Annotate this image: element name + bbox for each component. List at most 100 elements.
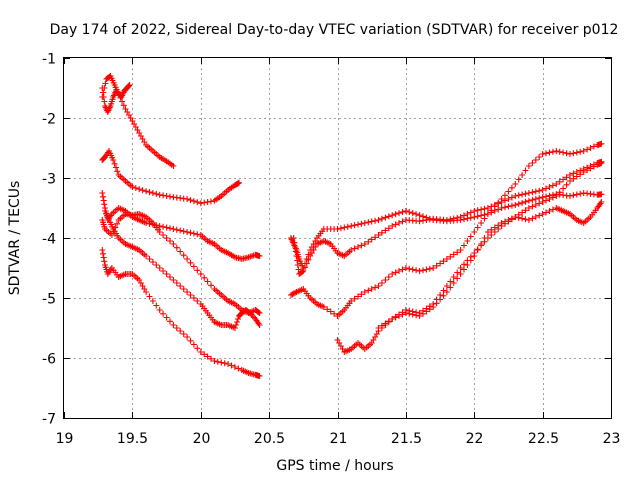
data-point	[190, 295, 197, 301]
data-point	[505, 196, 512, 202]
data-point	[378, 215, 385, 222]
data-point	[153, 302, 160, 309]
data-point	[454, 275, 461, 282]
data-point	[114, 220, 120, 227]
data-point	[160, 223, 167, 230]
data-point	[163, 224, 170, 231]
data-point	[543, 197, 549, 204]
data-point	[430, 304, 437, 310]
y-axis-ticks: -1 -2 -3 -4 -5 -6 -7	[42, 52, 611, 428]
data-point	[471, 253, 478, 259]
data-point	[502, 192, 508, 199]
data-point	[543, 185, 549, 192]
data-point	[100, 94, 107, 100]
data-point	[170, 226, 177, 232]
data-point	[529, 203, 536, 210]
data-point	[587, 165, 594, 172]
data-point	[351, 222, 358, 229]
data-point	[334, 226, 341, 232]
data-point	[375, 283, 382, 289]
data-point	[522, 207, 529, 214]
data-point	[341, 224, 348, 231]
data-point	[567, 178, 573, 184]
data-point	[348, 223, 355, 229]
data-point	[327, 308, 334, 315]
data-point	[413, 312, 420, 319]
data-point	[573, 191, 580, 198]
data-point	[467, 233, 474, 240]
data-point	[99, 190, 106, 196]
data-point	[305, 256, 312, 263]
data-point	[512, 202, 519, 208]
data-point	[409, 311, 416, 318]
data-point	[111, 160, 118, 167]
data-point	[525, 217, 532, 223]
data-point	[136, 186, 143, 193]
data-point	[598, 191, 605, 198]
data-point	[194, 199, 201, 206]
data-point	[467, 214, 474, 221]
data-point	[584, 146, 591, 153]
data-point	[461, 266, 467, 273]
data-point	[570, 170, 577, 177]
data-point	[556, 189, 563, 196]
data-point	[519, 215, 526, 222]
data-point	[529, 189, 536, 196]
data-point	[443, 289, 450, 295]
data-point	[454, 269, 461, 276]
data-point	[355, 244, 361, 250]
data-point	[512, 193, 519, 199]
data-point	[146, 293, 153, 300]
x-tick-label: 22.5	[528, 431, 559, 447]
data-point	[295, 266, 302, 273]
data-point	[598, 140, 605, 147]
data-point	[525, 163, 532, 169]
data-point	[218, 359, 225, 366]
data-point	[190, 230, 197, 237]
data-point	[426, 216, 433, 223]
data-point	[375, 232, 382, 238]
data-point	[454, 249, 461, 256]
data-point	[167, 318, 173, 325]
data-point	[361, 289, 368, 295]
data-point	[416, 218, 423, 225]
data-point	[464, 211, 471, 217]
data-point	[187, 229, 194, 236]
data-point	[100, 89, 106, 96]
data-point	[467, 209, 474, 216]
data-point	[437, 296, 444, 303]
data-point	[156, 191, 163, 198]
data-point	[294, 262, 301, 268]
data-point	[457, 265, 464, 271]
data-point	[522, 216, 529, 223]
data-point	[365, 287, 372, 294]
data-point	[549, 206, 556, 213]
y-tick-label: -3	[42, 172, 56, 188]
data-point	[235, 316, 241, 322]
data-point	[184, 289, 191, 295]
data-point	[406, 209, 413, 215]
data-point	[525, 197, 532, 204]
data-point	[139, 187, 146, 194]
data-point	[402, 310, 409, 316]
data-point	[399, 218, 406, 225]
data-point	[372, 284, 379, 291]
data-point	[204, 353, 211, 360]
data-point	[129, 184, 136, 190]
data-point	[378, 229, 385, 236]
data-point	[567, 151, 573, 157]
data-point	[167, 238, 173, 244]
data-point	[385, 225, 392, 232]
plot-frame	[63, 57, 612, 419]
x-tick-label: 19.5	[117, 431, 148, 447]
data-point	[484, 205, 491, 211]
x-tick-label: 20.5	[254, 431, 285, 447]
data-point	[567, 193, 573, 199]
data-point	[358, 220, 365, 227]
data-point	[457, 247, 464, 253]
data-point	[457, 271, 464, 277]
data-point	[505, 188, 512, 195]
data-point	[532, 188, 539, 195]
data-point	[184, 334, 191, 340]
